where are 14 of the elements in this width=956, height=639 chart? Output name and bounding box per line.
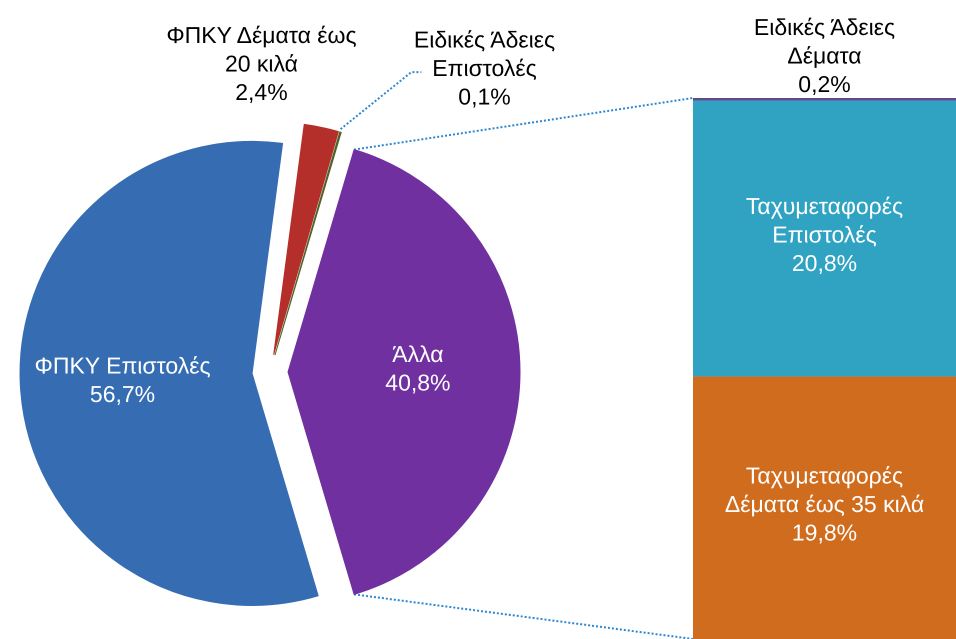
slice-label: ΦΠΚΥ Επιστολές — [34, 352, 211, 378]
slice-label: ΦΠΚΥ Δέματα έως 20 κιλά — [166, 22, 357, 76]
data-label: 20,8% — [792, 250, 858, 276]
series-label: Ταχυμεταφορές Δέματα έως 35 κιλά — [724, 462, 924, 517]
slice-label: Ειδικές Άδειες Επιστολές — [414, 26, 556, 82]
slice-label: Άλλα — [392, 340, 444, 367]
data-label: 56,7% — [90, 380, 156, 407]
data-label: 2,4% — [235, 78, 288, 105]
data-label: 0,2% — [798, 71, 851, 98]
data-label: 40,8% — [385, 369, 451, 396]
data-label: 19,8% — [792, 519, 858, 546]
series-label: Ταχυμεταφορές Επιστολές — [746, 193, 904, 248]
series-label: Ειδικές Άδειες Δέματα — [754, 14, 896, 69]
data-label: 0,1% — [458, 84, 511, 110]
